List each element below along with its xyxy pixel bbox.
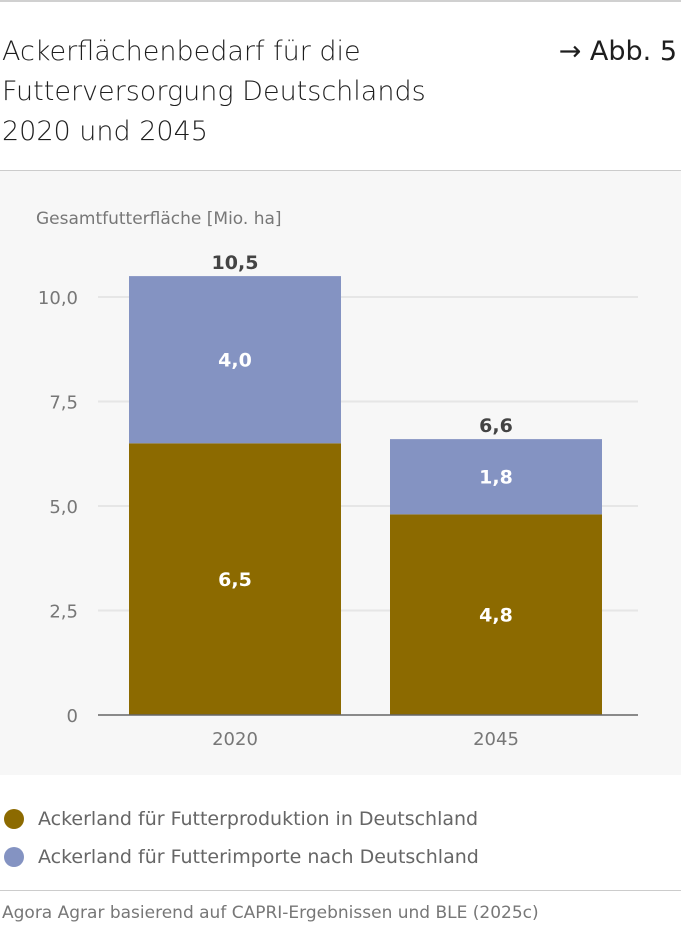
data-label: 4,8 <box>479 605 513 627</box>
data-label: 6,5 <box>218 569 252 591</box>
figure-reference: → Abb. 5 <box>558 36 677 67</box>
y-axis-label: Gesamtfutterfläche [Mio. ha] <box>36 209 282 229</box>
bar-segment <box>390 439 602 515</box>
bar-segment <box>129 443 341 715</box>
x-tick-label: 2020 <box>212 729 258 750</box>
y-tick-label: 0 <box>67 706 78 727</box>
legend-label: Ackerland für Futterproduktion in Deutsc… <box>38 808 479 830</box>
total-label: 6,6 <box>479 415 513 437</box>
source-note: Agora Agrar basierend auf CAPRI-Ergebnis… <box>2 903 539 923</box>
y-tick-label: 2,5 <box>49 602 78 623</box>
top-divider <box>0 0 681 2</box>
y-tick-label: 10,0 <box>38 288 78 309</box>
legend-item: Ackerland für Futterproduktion in Deutsc… <box>4 800 479 838</box>
data-label: 1,8 <box>479 467 513 489</box>
legend-item: Ackerland für Futterimporte nach Deutsch… <box>4 838 479 876</box>
total-label: 10,5 <box>212 252 259 274</box>
y-tick-label: 5,0 <box>49 497 78 518</box>
source-divider <box>0 890 681 891</box>
x-tick-label: 2045 <box>473 729 519 750</box>
chart-title: Ackerflächenbedarf für die Futterversorg… <box>2 36 426 147</box>
legend-swatch <box>4 847 24 867</box>
bar-chart: Gesamtfutterfläche [Mio. ha] 0 2,5 5,0 7,5 10… <box>36 209 638 750</box>
legend-swatch <box>4 809 24 829</box>
legend: Ackerland für Futterproduktion in Deutsc… <box>4 800 479 876</box>
legend-label: Ackerland für Futterimporte nach Deutsch… <box>38 846 479 868</box>
bar-segment <box>129 276 341 444</box>
bar-segment <box>390 514 602 715</box>
y-tick-label: 7,5 <box>49 393 78 414</box>
chart-area: Gesamtfutterfläche [Mio. ha] 0 2,5 5,0 7,5 10… <box>0 170 681 775</box>
data-label: 4,0 <box>218 350 252 372</box>
